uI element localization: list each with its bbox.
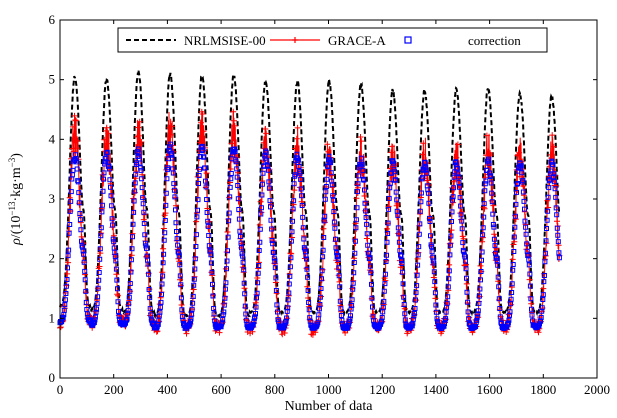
series-correction [57,141,562,332]
x-axis-title: Number of data [285,399,374,414]
x-tick-label-1000: 1000 [316,382,342,397]
x-tick-label-600: 600 [211,382,231,397]
y-tick-label-6: 6 [49,12,56,27]
legend-label-grace-a: GRACE-A [328,33,386,48]
x-tick-label-800: 800 [265,382,285,397]
legend-marker-grace-a [292,37,298,43]
legend-marker-correction [404,36,412,44]
x-tick-label-1400: 1400 [423,382,449,397]
y-axis-title: ρ/(10−13·kg·m−3) [7,153,24,246]
legend-box [117,27,548,53]
y-axis-title-close: ) [9,153,24,158]
y-axis-title-mid: ·kg·m [9,167,24,201]
x-tick-label-200: 200 [104,382,124,397]
series-layer [57,70,563,338]
x-tick-label-0: 0 [57,382,64,397]
y-tick-label-3: 3 [49,191,56,206]
series-correction-markers [57,141,562,332]
y-axis-ticks: 0 1 2 3 4 5 6 [49,12,597,385]
y-axis-title-exp2: −3 [7,157,17,167]
x-tick-label-2000: 2000 [584,382,610,397]
y-tick-label-0: 0 [49,370,56,385]
x-tick-label-400: 400 [158,382,178,397]
y-axis-title-open: /(10 [9,216,24,239]
y-tick-label-5: 5 [49,72,56,87]
y-tick-label-1: 1 [49,310,56,325]
x-tick-label-1200: 1200 [369,382,395,397]
x-tick-label-1800: 1800 [530,382,556,397]
legend-label-correction: correction [468,33,521,48]
y-axis-title-rho: ρ [9,238,24,246]
legend: NRLMSISE-00 GRACE-A correction [117,27,548,53]
legend-label-nrlmsise: NRLMSISE-00 [184,33,266,48]
x-tick-label-1600: 1600 [477,382,503,397]
y-tick-label-4: 4 [49,131,56,146]
y-tick-label-2: 2 [49,251,56,266]
y-axis-title-exp1: −13 [7,201,17,216]
x-axis-ticks: 0 200 400 600 800 1000 1200 1400 1600 1800 2000 [57,20,610,397]
